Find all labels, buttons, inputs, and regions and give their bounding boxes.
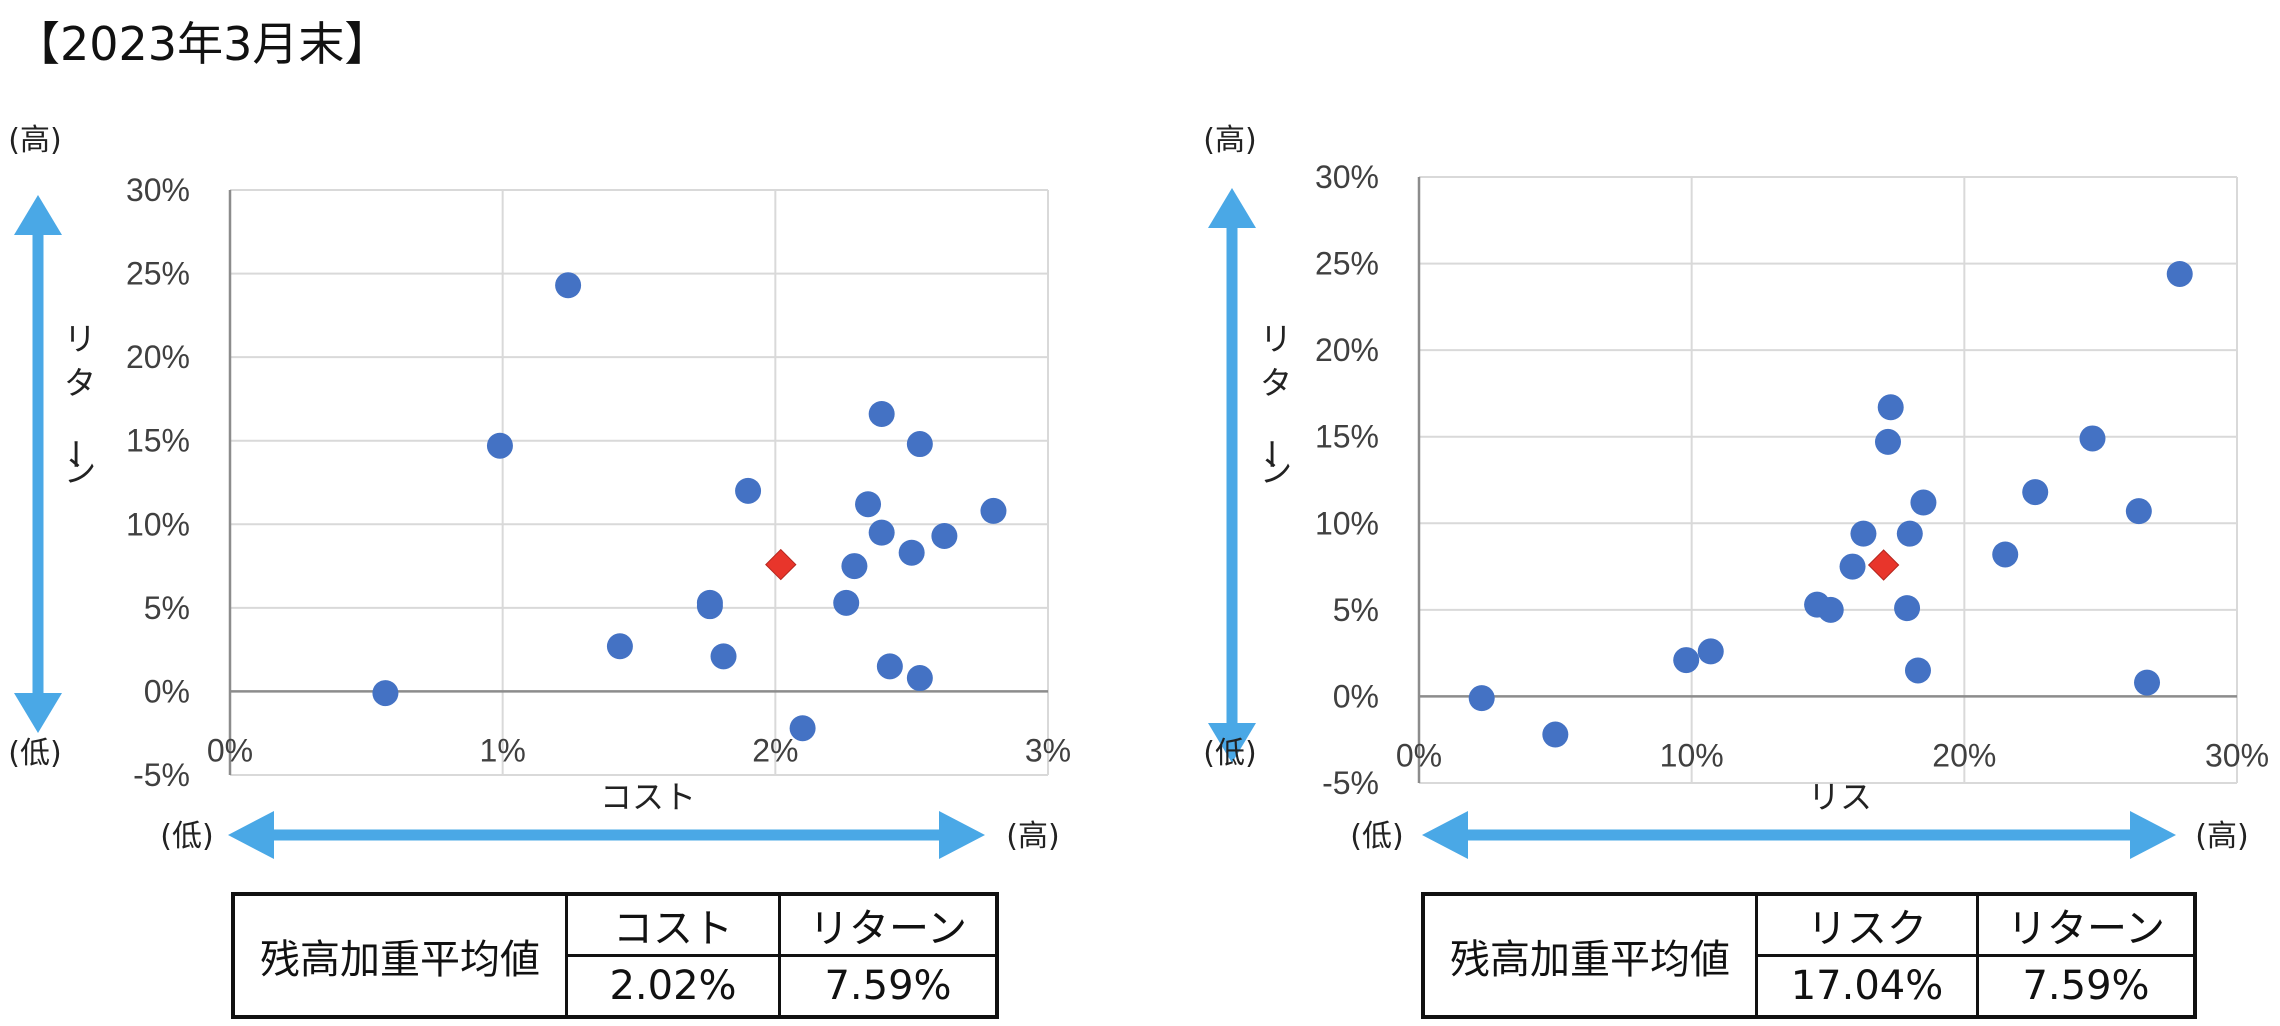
summary-return-header: リターン: [778, 892, 999, 957]
x-tick-label: 30%: [2205, 737, 2269, 773]
y-tick-label: 0%: [144, 673, 190, 709]
page-title: 【2023年3月末】: [14, 17, 391, 71]
high-label: (高): [2195, 819, 2248, 854]
data-point: [1697, 638, 1724, 665]
y-tick-label: -5%: [1322, 765, 1379, 801]
data-point: [876, 653, 903, 680]
x-tick-label: 1%: [480, 732, 526, 768]
data-point: [2079, 425, 2106, 452]
data-point: [1904, 657, 1931, 684]
data-point: [372, 680, 399, 707]
y-tick-label: 10%: [126, 506, 190, 542]
data-point: [1850, 520, 1877, 547]
data-point: [1817, 596, 1844, 623]
data-point: [841, 553, 868, 580]
y-axis-title: リターン: [56, 320, 96, 490]
x-tick-label: 10%: [1660, 737, 1724, 773]
low-label: (低): [160, 819, 213, 854]
x-axis-title: リス: [1808, 778, 1872, 816]
summary-cost-value: 2.02%: [565, 954, 781, 1019]
data-point: [555, 272, 582, 299]
summary-return-value: 7.59%: [778, 954, 999, 1019]
x-tick-label: 0%: [207, 732, 253, 768]
high-label: (高): [1006, 819, 1059, 854]
y-tick-label: 15%: [126, 423, 190, 459]
y-axis-title: リターン: [1252, 320, 1292, 490]
data-point: [2166, 260, 2193, 287]
summary-risk-value: 17.04%: [1755, 954, 1979, 1019]
y-tick-label: 15%: [1315, 419, 1379, 455]
data-point: [696, 589, 723, 616]
summary-return-header: リターン: [1976, 892, 2197, 957]
data-point: [1992, 541, 2019, 568]
y-tick-label: 20%: [1315, 332, 1379, 368]
horizontal-double-arrow: [228, 811, 985, 859]
weighted-average-marker: [1867, 549, 1900, 581]
data-point: [1839, 553, 1866, 580]
low-label: (低): [1203, 736, 1256, 771]
data-point: [1468, 685, 1495, 712]
y-tick-label: 20%: [126, 339, 190, 375]
data-point: [735, 477, 762, 504]
data-point: [906, 431, 933, 458]
y-tick-label: 25%: [1315, 246, 1379, 282]
x-tick-label: 3%: [1025, 732, 1071, 768]
data-point: [710, 643, 737, 670]
summary-risk-header: リスク: [1755, 892, 1979, 957]
x-tick-label: 20%: [1932, 737, 1996, 773]
high-label: (高): [1203, 123, 1256, 158]
data-point: [980, 497, 1007, 524]
data-point: [606, 633, 633, 660]
data-point: [486, 432, 513, 459]
y-tick-label: 30%: [1315, 159, 1379, 195]
y-tick-label: 25%: [126, 256, 190, 292]
x-tick-label: 2%: [752, 732, 798, 768]
data-point: [1874, 428, 1901, 455]
x-axis-title: コスト: [600, 778, 696, 816]
y-tick-label: 30%: [126, 172, 190, 208]
data-point: [1910, 489, 1937, 516]
low-label: (低): [1350, 819, 1403, 854]
x-tick-label: 0%: [1396, 737, 1442, 773]
low-label: (低): [8, 736, 61, 771]
weighted-average-marker: [765, 548, 797, 581]
data-point: [855, 491, 882, 518]
risk-return-summary-table: 残高加重平均値 リスク リターン 17.04% 7.59%: [1421, 892, 2197, 1019]
data-point: [1894, 595, 1921, 622]
data-point: [1877, 394, 1904, 421]
high-label: (高): [8, 123, 61, 158]
plot-grid: [1418, 176, 2238, 784]
vertical-double-arrow: [1208, 188, 1256, 763]
y-tick-label: -5%: [133, 757, 190, 793]
y-tick-label: 0%: [1333, 678, 1379, 714]
y-tick-label: 5%: [1333, 592, 1379, 628]
data-point: [2134, 669, 2161, 696]
data-point: [833, 589, 860, 616]
data-point: [2125, 498, 2152, 525]
data-point: [906, 665, 933, 692]
summary-cost-header: コスト: [565, 892, 781, 957]
vertical-double-arrow: [14, 195, 62, 733]
y-tick-label: 10%: [1315, 505, 1379, 541]
data-point: [789, 715, 816, 742]
data-point: [931, 522, 958, 549]
data-point: [1542, 721, 1569, 748]
horizontal-double-arrow: [1422, 811, 2176, 859]
data-point: [898, 539, 925, 566]
data-point: [868, 400, 895, 427]
cost-return-summary-table: 残高加重平均値 コスト リターン 2.02% 7.59%: [231, 892, 999, 1019]
summary-label: 残高加重平均値: [1421, 892, 1758, 1019]
y-tick-label: 5%: [144, 590, 190, 626]
summary-label: 残高加重平均値: [231, 892, 568, 1019]
data-point: [868, 519, 895, 546]
data-point: [1896, 520, 1923, 547]
data-point: [1673, 647, 1700, 674]
summary-return-value: 7.59%: [1976, 954, 2197, 1019]
data-point: [2022, 479, 2049, 506]
